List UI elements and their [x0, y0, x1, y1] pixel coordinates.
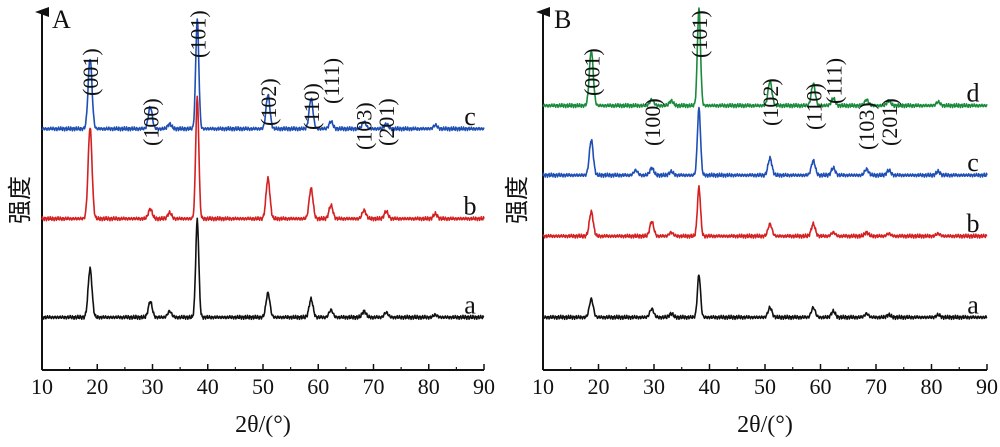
x-tick-label: 20 [86, 374, 108, 399]
x-tick-label: 50 [754, 374, 776, 399]
x-tick-label: 60 [810, 374, 832, 399]
series-line-c [542, 106, 988, 179]
peak-label: (111) [821, 58, 846, 104]
peak-label: (110) [801, 83, 826, 130]
x-tick-label: 90 [473, 374, 495, 399]
x-tick-label: 30 [643, 374, 665, 399]
peak-label: (101) [687, 10, 712, 58]
series-label-b: b [464, 192, 477, 221]
series-line-b [542, 185, 988, 239]
x-tick-label: 20 [588, 374, 610, 399]
peak-label: (111) [319, 58, 344, 104]
x-tick-label: 90 [976, 374, 998, 399]
peak-label: (102) [758, 78, 783, 126]
x-tick-label: 80 [418, 374, 440, 399]
peak-label: (100) [138, 98, 163, 146]
peak-label: (201) [877, 98, 902, 146]
series-line-c [41, 18, 485, 132]
x-tick-label: 10 [532, 374, 554, 399]
x-tick-label: 40 [197, 374, 219, 399]
x-tick-label: 30 [142, 374, 164, 399]
series-label-a: a [967, 290, 979, 319]
x-tick-label: 40 [699, 374, 721, 399]
panel-b: B 2θ/(°) 强度 10 20 30 40 50 60 70 80 90 d c b a (001) (… [504, 5, 998, 438]
panel-label-a: A [52, 5, 71, 34]
x-tick-label: 10 [31, 374, 53, 399]
series-label-b: b [967, 209, 980, 238]
peak-label: (110) [299, 83, 324, 130]
x-tick-label: 70 [363, 374, 385, 399]
peak-label: (201) [374, 98, 399, 146]
series-line-a [542, 274, 988, 321]
panel-a: A 2θ/(°) 强度 10 20 30 40 50 60 70 80 90 c b a (001) (1… [7, 5, 495, 438]
series-line-d [542, 7, 988, 109]
x-tick-label: 80 [921, 374, 943, 399]
x-tick-label: 50 [252, 374, 274, 399]
x-tick-label: 60 [307, 374, 329, 399]
series-label-a: a [464, 290, 476, 319]
peak-label: (101) [185, 10, 210, 58]
peak-label: (100) [640, 98, 665, 146]
series-label-d: d [967, 79, 980, 108]
y-axis-label-b: 强度 [504, 176, 531, 224]
x-tick-label: 70 [865, 374, 887, 399]
series-label-c: c [464, 102, 476, 131]
peak-label: (001) [78, 48, 103, 96]
panel-label-b: B [554, 5, 571, 34]
peak-label: (001) [579, 48, 604, 96]
x-axis-label-a: 2θ/(°) [235, 412, 291, 438]
y-axis-label-a: 强度 [7, 176, 34, 224]
peak-label: (103) [352, 102, 377, 150]
series-line-b [41, 95, 485, 222]
x-axis-label-b: 2θ/(°) [737, 412, 793, 438]
series-line-a [41, 217, 485, 321]
series-label-c: c [967, 148, 979, 177]
peak-label: (103) [854, 102, 879, 150]
peak-label: (102) [256, 78, 281, 126]
